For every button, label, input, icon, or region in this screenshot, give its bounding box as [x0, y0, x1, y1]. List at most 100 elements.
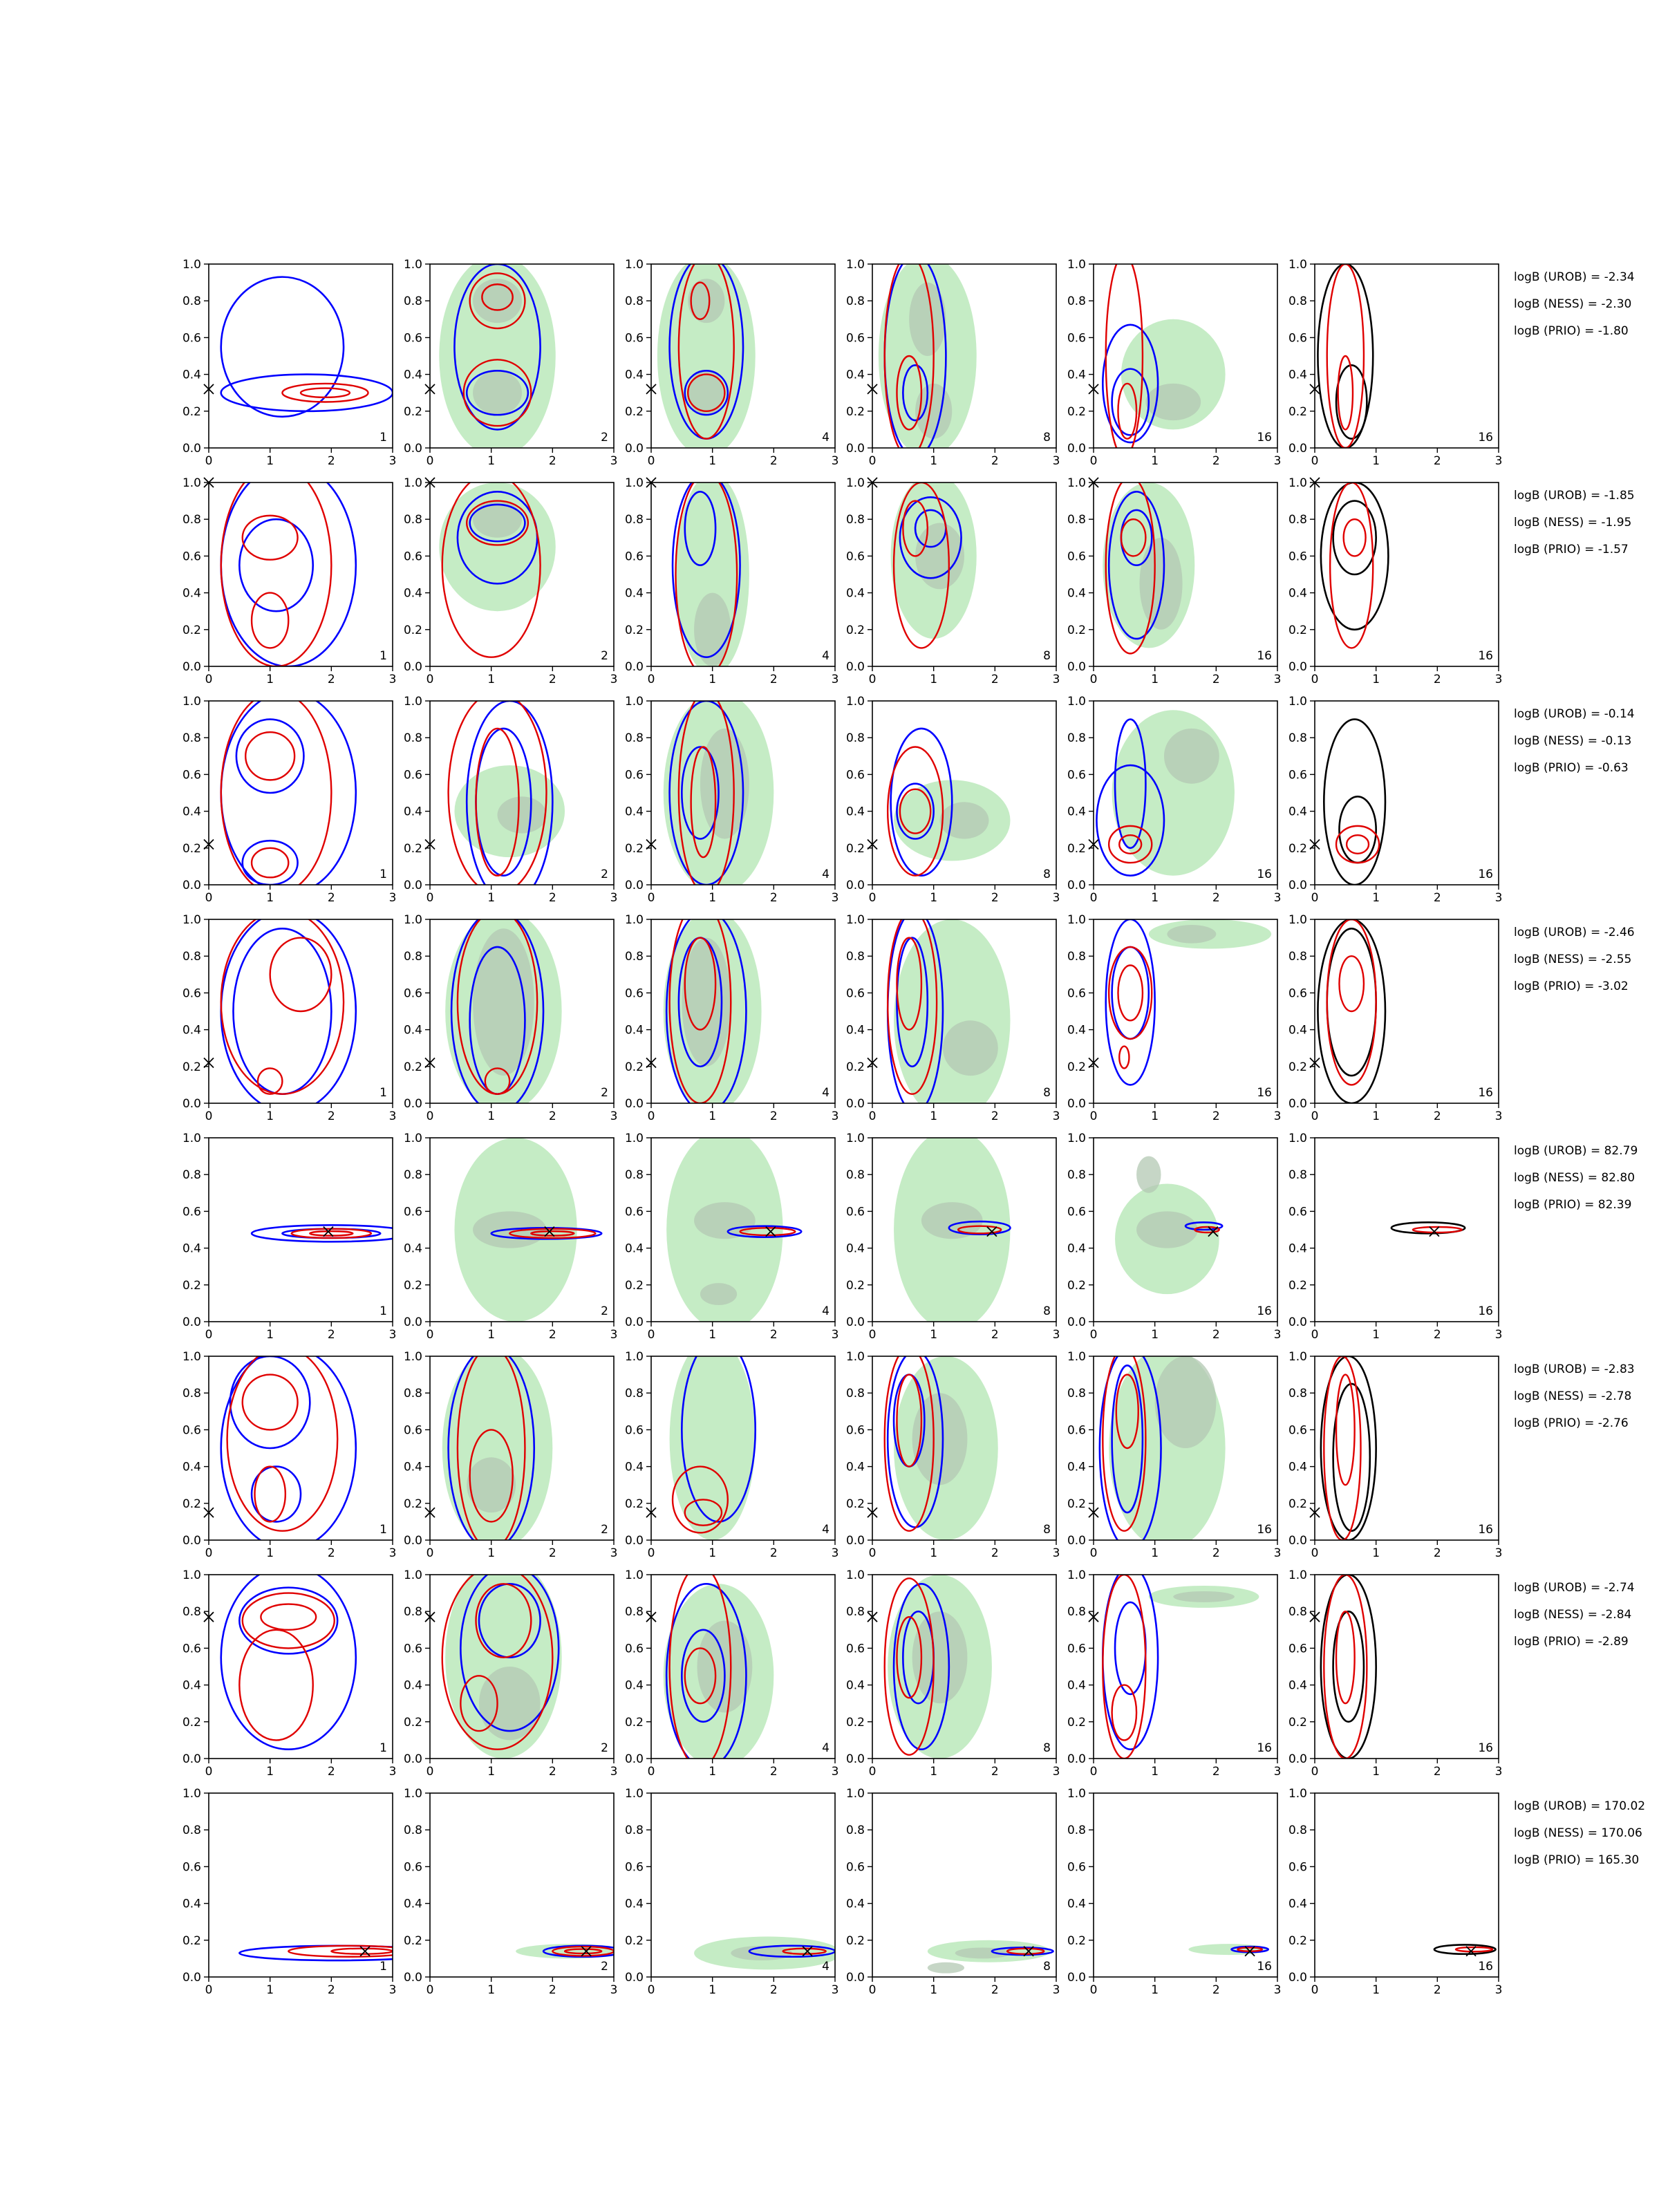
y-tick-label: 0.6 [182, 1205, 201, 1219]
grey-density-core [694, 1202, 756, 1239]
red-contour [530, 1230, 575, 1237]
y-tick-label: 0.0 [846, 1097, 865, 1111]
x-tick-label: 2 [770, 1546, 778, 1560]
blue-contour [450, 919, 545, 1103]
y-tick-label: 0.4 [182, 368, 201, 382]
logb-annotation: logB (PRIO) = -1.57 [1514, 543, 1629, 556]
plot-area [220, 276, 393, 418]
axes-frame [650, 700, 836, 885]
panel: 0 1 2 30.00.20.40.60.81.02 [404, 1132, 617, 1342]
axes-frame [429, 1137, 615, 1322]
red-contour [1118, 834, 1143, 854]
panel-label: 2 [601, 431, 608, 444]
truth-marker-stroke [1429, 1226, 1440, 1237]
plot-area [883, 1356, 998, 1540]
panel-label: 2 [601, 1523, 608, 1537]
grey-density-core [497, 796, 547, 834]
red-contour [892, 482, 950, 649]
y-tick-label: 0.6 [625, 1860, 644, 1874]
panel: 0 1 2 3 0.0 0.2 0.4 0.6 0.8 1.0 1 [182, 913, 397, 1123]
y-tick-label: 0.4 [404, 587, 422, 601]
y-tick-label: 0.8 [182, 731, 201, 745]
x-tick-label: 2 [549, 454, 556, 468]
x-tick-label: 0 [1090, 1109, 1098, 1123]
red-contour [281, 382, 369, 403]
panel-label: 8 [1043, 1960, 1051, 1974]
red-contour [1115, 1374, 1139, 1450]
red-contour [896, 937, 923, 1031]
axes-frame [872, 700, 1057, 885]
grey-density-core [467, 1457, 516, 1513]
plot-area [220, 919, 357, 1103]
red-contour [675, 482, 738, 666]
red-contour [1120, 518, 1147, 557]
y-tick-label: 0.0 [625, 879, 644, 892]
grey-density-core [1167, 924, 1217, 944]
y-tick-label: 0.8 [1067, 731, 1086, 745]
y-tick-label: 0.0 [404, 1971, 422, 1985]
y-tick-label: 1.0 [404, 1350, 422, 1364]
green-density-region [675, 482, 749, 666]
panel: 0 1 2 3 0.0 0.2 0.4 0.6 0.8 1.0 4 [625, 695, 838, 905]
panel-row: 0 1 2 30.00.20.40.60.81.010 1 2 30.00.20.40.60… [182, 1568, 1635, 1779]
x-tick-label: 2 [328, 1109, 335, 1123]
axes-frame [208, 1356, 393, 1541]
y-tick-label: 0.8 [625, 1387, 644, 1400]
y-tick-label: 0.4 [404, 1242, 422, 1256]
y-tick-label: 0.6 [1067, 331, 1086, 345]
red-contour [456, 1356, 526, 1540]
y-tick-label: 0.0 [1067, 1534, 1086, 1548]
y-tick-label: 1.0 [625, 476, 644, 490]
red-contour [220, 919, 345, 1095]
y-tick-label: 1.0 [182, 695, 201, 709]
y-tick-label: 0.4 [846, 805, 865, 819]
x-tick-label: 0 [427, 454, 434, 468]
y-tick-label: 0.4 [404, 1461, 422, 1474]
plot-area [1320, 482, 1389, 649]
panel: 0 1 2 3 0.0 0.2 0.4 0.6 0.8 1.0 4 [625, 1350, 838, 1560]
y-tick-label: 1.0 [846, 1568, 865, 1582]
panel-row: 0 1 2 30.00.20.40.60.81.010 1 2 30.00.20.40.60… [182, 476, 1635, 686]
axes-frame [1314, 263, 1499, 449]
logb-annotation: logB (NESS) = 82.80 [1514, 1171, 1635, 1185]
y-tick-label: 0.0 [625, 442, 644, 456]
black-contour [1317, 919, 1387, 1103]
x-tick-label: 3 [1495, 1983, 1503, 1997]
plot-area [657, 264, 756, 448]
blue-contour [665, 919, 747, 1103]
y-tick-label: 1.0 [1067, 695, 1086, 709]
plot-area [439, 482, 556, 658]
red-contour [1107, 946, 1153, 1040]
x-tick-label: 2 [1212, 673, 1220, 686]
y-tick-label: 0.8 [846, 294, 865, 308]
x-tick-label: 1 [1372, 1109, 1380, 1123]
y-tick-label: 1.0 [625, 1787, 644, 1801]
red-contour [886, 746, 944, 877]
panel-label: 1 [379, 1304, 387, 1318]
red-contour [460, 1675, 498, 1732]
x-tick-label: 3 [389, 1109, 397, 1123]
x-tick-label: 2 [1212, 1983, 1220, 1997]
y-tick-label: 0.0 [1067, 660, 1086, 674]
x-tick-label: 2 [328, 891, 335, 905]
x-tick-label: 0 [648, 1765, 655, 1779]
y-tick-label: 0.8 [1288, 1824, 1307, 1837]
x-tick-label: 3 [610, 1983, 618, 1997]
y-tick-label: 0.0 [404, 660, 422, 674]
red-contour [1338, 955, 1365, 1013]
red-contour [896, 1615, 923, 1699]
grey-density-core [927, 1962, 964, 1974]
logb-annotation: logB (UROB) = -0.14 [1514, 707, 1635, 721]
x-tick-label: 3 [1495, 1765, 1503, 1779]
blue-contour [238, 518, 315, 612]
axes-frame [650, 1356, 836, 1541]
logb-annotation: logB (NESS) = -0.13 [1514, 734, 1631, 748]
y-tick-label: 0.0 [404, 442, 422, 456]
panel-label: 8 [1043, 649, 1051, 663]
plot-area [883, 1575, 992, 1759]
blue-contour [1230, 1945, 1270, 1953]
red-contour [896, 355, 923, 431]
red-contour [238, 1629, 314, 1741]
y-tick-label: 1.0 [1288, 695, 1307, 709]
blue-contour [1101, 324, 1159, 444]
